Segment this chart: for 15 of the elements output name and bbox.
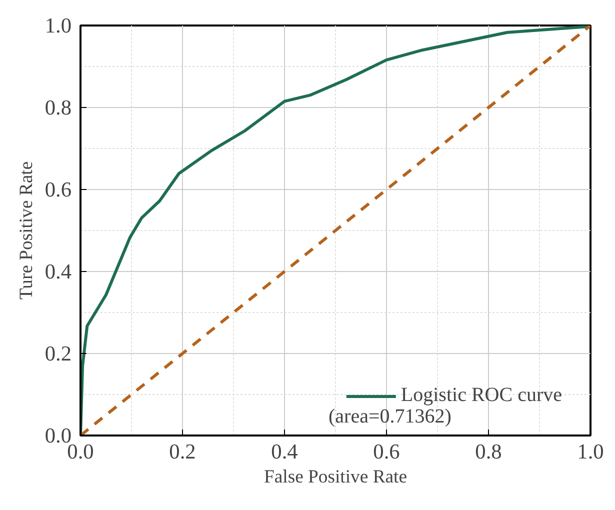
- x-tick-label: 0.8: [475, 440, 502, 464]
- y-tick-label: 0.8: [44, 96, 72, 120]
- annotation: (area=0.71362): [328, 406, 452, 428]
- legend-label: Logistic ROC curve: [400, 384, 562, 407]
- x-tick-label: 1.0: [577, 440, 604, 464]
- line-series: [80, 26, 590, 436]
- x-tick-label: 0.6: [373, 440, 400, 464]
- y-tick-label: 0.6: [44, 178, 72, 202]
- y-tick-label: 0.2: [44, 342, 72, 366]
- y-tick-label: 0.4: [44, 260, 72, 284]
- x-tick-label: 0.4: [271, 440, 298, 464]
- y-axis-title: Ture Positive Rate: [16, 161, 37, 300]
- x-tick-label: 0.2: [169, 440, 196, 464]
- x-axis-title: False Positive Rate: [264, 466, 408, 488]
- y-tick-label: 1.0: [44, 14, 72, 38]
